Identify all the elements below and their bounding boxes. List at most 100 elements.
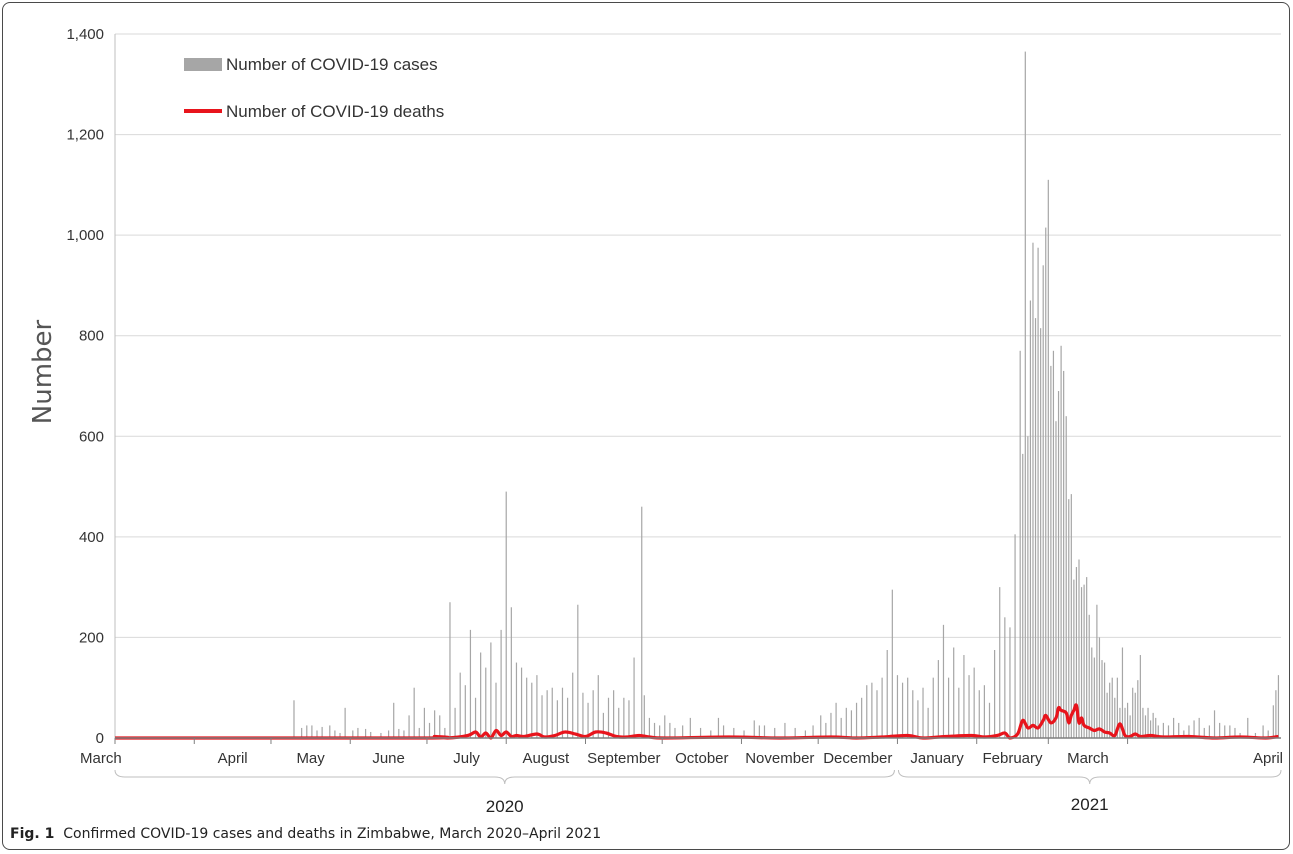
case-bar: [623, 697, 625, 738]
case-bar: [1065, 416, 1067, 738]
case-bar: [1142, 707, 1144, 738]
case-bar: [722, 725, 725, 738]
case-bar: [861, 697, 863, 738]
case-bar: [597, 675, 599, 738]
case-bar: [592, 690, 594, 738]
case-bar: [641, 506, 643, 738]
case-bar: [1188, 725, 1190, 738]
case-bar: [403, 730, 405, 738]
case-bar: [293, 700, 295, 738]
y-tick-label: 400: [79, 529, 104, 546]
case-bar: [1103, 662, 1106, 738]
case-bar: [1178, 722, 1180, 738]
case-bar: [901, 682, 904, 738]
case-bar: [1032, 242, 1034, 738]
case-bar: [1057, 391, 1060, 738]
legend-deaths-label: Number of COVID-19 deaths: [226, 102, 444, 121]
case-bar: [413, 687, 415, 738]
case-bar: [444, 727, 446, 738]
case-bar: [1124, 707, 1126, 738]
case-bar: [1155, 717, 1157, 738]
case-bar: [1027, 436, 1029, 738]
case-bar: [866, 685, 868, 738]
case-bar: [551, 687, 553, 738]
case-bar: [1098, 637, 1101, 738]
case-bar: [1070, 494, 1072, 738]
case-bar: [1277, 675, 1280, 738]
case-bar: [953, 647, 955, 738]
case-bar: [505, 491, 507, 738]
case-bar: [1009, 627, 1011, 738]
case-bar: [1019, 350, 1021, 738]
case-bar: [669, 722, 671, 738]
case-bar: [541, 695, 543, 738]
case-bar: [1208, 725, 1210, 738]
y-axis-title: Number: [28, 319, 58, 424]
y-tick-label: 0: [96, 730, 104, 747]
case-bar: [825, 722, 827, 738]
case-bar: [520, 667, 523, 738]
month-label: March: [80, 750, 122, 767]
case-bar: [958, 687, 960, 738]
case-bar: [1272, 705, 1274, 738]
case-bar: [1173, 717, 1175, 738]
case-bar: [344, 707, 346, 738]
case-bar: [1152, 712, 1154, 738]
case-bar: [699, 727, 702, 738]
case-bar: [917, 700, 919, 738]
case-bar: [648, 717, 651, 738]
case-bar: [321, 726, 323, 738]
case-bar: [393, 702, 395, 738]
case-bar: [418, 727, 420, 738]
case-bar: [1088, 614, 1090, 738]
case-bar: [607, 697, 610, 738]
case-bar: [1162, 722, 1164, 738]
case-bar: [1101, 660, 1103, 738]
case-bar: [618, 707, 620, 738]
case-bar: [968, 675, 970, 738]
y-tick-label: 800: [79, 328, 104, 345]
case-bar: [1060, 345, 1062, 738]
case-bar: [850, 710, 853, 738]
month-label: April: [1253, 750, 1283, 767]
case-bar: [1121, 647, 1124, 738]
case-bar: [329, 725, 331, 738]
case-bar: [1004, 617, 1006, 738]
case-bar: [334, 730, 336, 738]
case-bar: [1193, 720, 1195, 738]
case-bars: [293, 51, 1280, 739]
case-bar: [1042, 265, 1044, 738]
case-bar: [907, 677, 909, 738]
y-tick-label: 1,000: [66, 227, 104, 244]
case-bar: [674, 727, 676, 738]
case-bar: [577, 604, 579, 738]
case-bar: [896, 675, 899, 738]
case-bar: [613, 690, 615, 738]
y-tick-label: 200: [79, 629, 104, 646]
case-bar: [812, 725, 814, 738]
case-bar: [653, 722, 656, 738]
month-label: October: [675, 750, 728, 767]
case-bar: [556, 700, 558, 738]
month-label: November: [745, 750, 814, 767]
case-bar: [733, 727, 735, 738]
case-bar: [840, 717, 842, 738]
case-bar: [830, 712, 832, 738]
case-bar: [380, 732, 382, 738]
case-bar: [1050, 365, 1052, 738]
case-bar: [845, 707, 847, 738]
case-bar: [1078, 559, 1080, 738]
case-bar: [1055, 421, 1057, 738]
case-bar: [855, 702, 858, 738]
case-bar: [339, 732, 341, 738]
case-bar: [490, 642, 492, 738]
case-bar: [794, 727, 796, 738]
case-bar: [1063, 370, 1065, 738]
case-bar: [886, 650, 888, 738]
case-bar: [922, 687, 924, 738]
case-bar: [500, 629, 502, 738]
case-bar: [758, 725, 760, 738]
case-bar: [820, 715, 822, 738]
case-bar: [1022, 453, 1024, 738]
